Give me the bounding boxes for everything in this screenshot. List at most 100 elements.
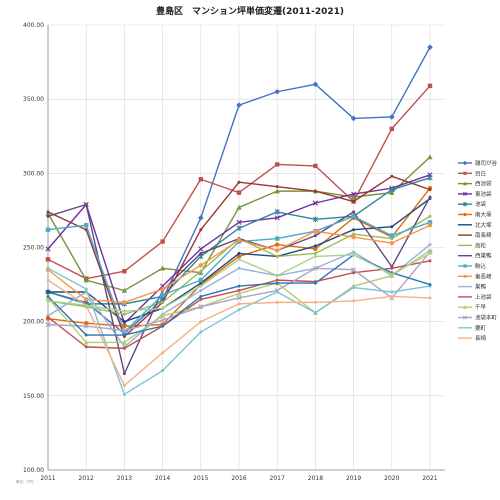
data-point: [199, 269, 203, 273]
data-point: [313, 300, 317, 304]
legend-entry: 巣鴨: [458, 283, 487, 291]
legend-label: 西池袋: [475, 180, 492, 188]
data-point: [275, 242, 280, 247]
data-point: [161, 300, 165, 304]
data-point: [428, 259, 432, 263]
data-point: [83, 339, 89, 345]
data-point: [313, 254, 317, 258]
data-point: [236, 190, 242, 195]
data-point: [160, 265, 166, 271]
data-point: [463, 171, 467, 175]
data-point: [463, 305, 467, 309]
legend-entry: 東長崎: [458, 272, 492, 280]
legend-label: 要町: [475, 325, 487, 332]
data-point: [463, 212, 467, 217]
data-point: [198, 277, 203, 283]
data-point: [389, 233, 394, 238]
legend-entry: 東池袋: [458, 190, 492, 198]
data-point: [351, 214, 356, 219]
legend-label: 北大塚: [475, 221, 492, 229]
data-point: [352, 228, 356, 232]
data-point: [389, 190, 395, 195]
data-point: [312, 216, 318, 223]
legend-label: 高松: [475, 241, 487, 249]
data-point: [236, 295, 242, 301]
y-tick-label: 100.00: [23, 467, 44, 474]
legend-label: 東池袋: [475, 190, 492, 198]
data-point: [160, 292, 165, 298]
data-point: [46, 278, 50, 282]
data-point: [275, 254, 279, 258]
data-point: [160, 317, 166, 323]
data-point: [160, 239, 165, 244]
data-point: [312, 81, 319, 88]
data-point: [84, 297, 89, 302]
data-point: [198, 246, 204, 252]
data-point: [199, 281, 203, 285]
legend-entry: 雑司が谷: [458, 159, 498, 167]
data-point: [275, 281, 279, 285]
legend-entry: 西池袋: [458, 180, 492, 188]
data-point: [199, 228, 203, 232]
x-tick-label: 2014: [155, 475, 170, 482]
data-point: [236, 219, 242, 225]
data-point: [122, 333, 126, 337]
x-tick-label: 2016: [231, 475, 246, 482]
data-point: [313, 189, 317, 193]
data-point: [237, 251, 241, 255]
legend-label: 雑司が谷: [475, 159, 498, 167]
data-point: [275, 248, 280, 253]
data-point: [46, 294, 50, 298]
data-point: [463, 264, 467, 268]
data-point: [46, 299, 50, 303]
data-point: [45, 227, 51, 232]
legend-entry: 駒込: [458, 262, 487, 270]
legend: 雑司が谷目白西池袋東池袋池袋南大塚北大塚南長崎高松西巣鴨駒込東長崎巣鴨上池袋千早…: [458, 159, 498, 342]
legend-entry: 要町: [458, 325, 487, 332]
data-point: [274, 88, 280, 95]
data-point: [463, 181, 467, 186]
y-tick-label: 300.00: [23, 170, 44, 177]
data-point: [46, 290, 50, 294]
data-point: [428, 214, 432, 218]
data-point: [313, 234, 317, 238]
data-point: [161, 324, 165, 328]
data-point: [198, 215, 204, 221]
data-point: [390, 294, 394, 298]
data-point: [463, 315, 467, 320]
legend-entry: 西巣鴨: [458, 252, 492, 260]
data-point: [313, 228, 318, 234]
legend-label: 千早: [475, 303, 487, 311]
data-point: [160, 286, 165, 292]
data-point: [427, 223, 433, 228]
data-point: [236, 290, 242, 296]
data-point: [313, 244, 317, 248]
y-tick-label: 200.00: [23, 319, 44, 326]
data-point: [312, 265, 318, 271]
data-point: [121, 287, 127, 293]
legend-label: 駒込: [475, 262, 487, 270]
data-point: [274, 188, 280, 194]
series-layer: [45, 44, 433, 396]
data-point: [352, 286, 356, 290]
data-point: [45, 257, 51, 262]
data-point: [236, 237, 242, 243]
data-point: [45, 246, 51, 252]
legend-label: 南大塚: [475, 211, 492, 219]
data-point: [161, 369, 165, 373]
x-tick-label: 2021: [422, 475, 437, 482]
legend-entry: 南長崎: [458, 231, 492, 239]
data-point: [352, 210, 356, 214]
data-point: [122, 269, 127, 274]
data-point: [274, 209, 280, 215]
legend-entry: 長崎: [458, 334, 487, 342]
data-point: [122, 346, 126, 350]
data-point: [390, 272, 394, 276]
data-point: [199, 284, 203, 288]
data-point: [427, 175, 433, 181]
data-point: [199, 320, 203, 324]
data-point: [390, 174, 394, 178]
data-point: [83, 277, 89, 283]
x-tick-label: 2013: [117, 475, 132, 482]
